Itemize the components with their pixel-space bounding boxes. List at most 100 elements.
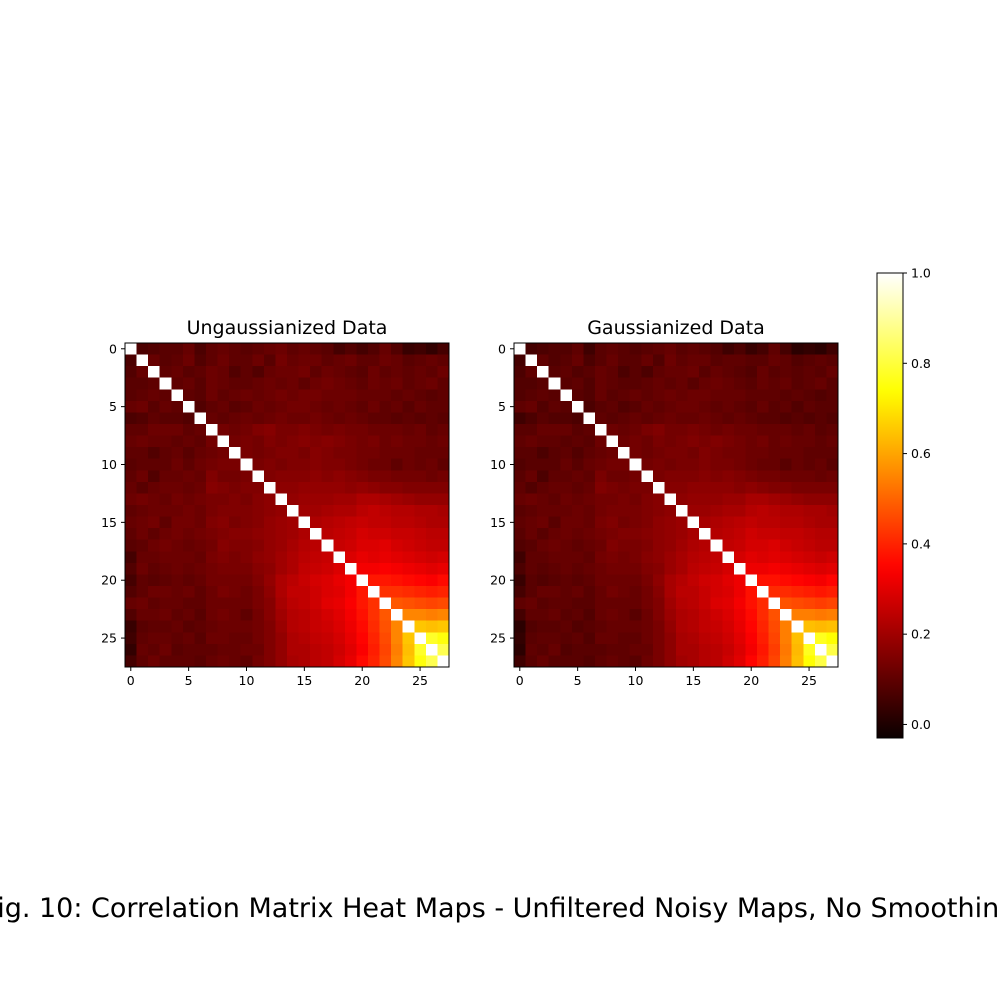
- heatmap-cell: [333, 481, 346, 494]
- heatmap-cell: [629, 400, 642, 413]
- heatmap-cell: [676, 586, 688, 598]
- heatmap-cell: [206, 366, 218, 379]
- heatmap-cell: [687, 343, 700, 355]
- heatmap-cell: [814, 366, 827, 379]
- heatmap-cell: [368, 435, 380, 448]
- heatmap-cell: [182, 377, 195, 390]
- heatmap-cell: [159, 354, 172, 367]
- heatmap-cell: [629, 539, 642, 552]
- heatmap-cell: [425, 597, 438, 610]
- heatmap-cell: [537, 447, 550, 460]
- heatmap-cell: [710, 539, 723, 552]
- heatmap-cell: [548, 470, 561, 483]
- heatmap-cell: [699, 435, 712, 448]
- heatmap-cell: [159, 597, 172, 610]
- heatmap-cell: [391, 400, 404, 413]
- heatmap-cell: [194, 389, 207, 402]
- heatmap-cell: [229, 366, 242, 379]
- heatmap-cell: [560, 343, 573, 355]
- heatmap-cell: [391, 435, 404, 448]
- heatmap-cell: [606, 424, 619, 436]
- heatmap-cell: [171, 389, 184, 402]
- heatmap-cell: [525, 528, 538, 541]
- heatmap-cell: [368, 447, 380, 460]
- heatmap-cell: [425, 551, 438, 564]
- heatmap-cell: [687, 435, 700, 448]
- heatmap-cell: [652, 458, 665, 471]
- heatmap-cell: [333, 655, 346, 668]
- heatmap-cell: [159, 655, 172, 668]
- heatmap-cell: [595, 400, 607, 413]
- heatmap-cell: [687, 643, 700, 656]
- heatmap-cell: [641, 400, 654, 413]
- heatmap-cell: [263, 655, 276, 668]
- heatmap-cell: [206, 609, 218, 622]
- heatmap-cell: [437, 586, 450, 598]
- heatmap-cell: [321, 609, 334, 622]
- heatmap-cell: [425, 412, 438, 425]
- heatmap-cell: [298, 389, 311, 402]
- heatmap-cell: [571, 343, 584, 355]
- heatmap-cell: [618, 343, 631, 355]
- x-tick-label: 15: [685, 673, 701, 688]
- heatmap-cell: [537, 366, 550, 379]
- heatmap-cell: [548, 343, 561, 355]
- heatmap-cell: [768, 493, 781, 506]
- heatmap-cell: [333, 620, 346, 633]
- heatmap-cell: [629, 574, 642, 587]
- heatmap-cell: [548, 447, 561, 460]
- heatmap-cell: [171, 447, 184, 460]
- heatmap-cell: [548, 424, 561, 436]
- heatmap-cell: [252, 562, 265, 575]
- heatmap-cell: [414, 597, 427, 610]
- heatmap-cell: [125, 539, 137, 552]
- heatmap-cell: [368, 458, 380, 471]
- heatmap-cell: [287, 620, 299, 633]
- heatmap-cell: [391, 458, 404, 471]
- heatmap-cell: [768, 562, 781, 575]
- heatmap-cell: [641, 609, 654, 622]
- heatmap-cell: [537, 632, 550, 645]
- heatmap-cell: [571, 412, 584, 425]
- heatmap-cell: [310, 528, 323, 541]
- heatmap-cell: [182, 458, 195, 471]
- heatmap-cell: [814, 551, 827, 564]
- heatmap-cell: [368, 470, 380, 483]
- heatmap-cell: [733, 574, 746, 587]
- heatmap-cell: [733, 424, 746, 436]
- heatmap-cell: [414, 389, 427, 402]
- heatmap-cell: [125, 435, 137, 448]
- heatmap-cell: [379, 400, 392, 413]
- heatmap-cell: [344, 389, 357, 402]
- heatmap-cell: [402, 539, 415, 552]
- heatmap-cell: [803, 643, 816, 656]
- heatmap-cell: [182, 620, 195, 633]
- heatmap-cell: [803, 481, 816, 494]
- heatmap-cell: [379, 632, 392, 645]
- heatmap-cell: [606, 539, 619, 552]
- heatmap-cells: [514, 343, 839, 668]
- heatmap-cell: [537, 597, 550, 610]
- heatmap-cell: [263, 412, 276, 425]
- heatmap-cell: [125, 481, 137, 494]
- heatmap-cell: [699, 609, 712, 622]
- heatmap-cell: [391, 354, 404, 367]
- heatmap-cell: [687, 516, 700, 529]
- heatmap-cell: [757, 516, 769, 529]
- heatmap-cell: [414, 424, 427, 436]
- heatmap-cell: [136, 435, 149, 448]
- heatmap-cell: [652, 412, 665, 425]
- heatmap-cell: [548, 354, 561, 367]
- heatmap-cell: [641, 539, 654, 552]
- heatmap-cell: [356, 632, 369, 645]
- heatmap-cell: [814, 493, 827, 506]
- heatmap-cell: [826, 458, 839, 471]
- heatmap-cell: [206, 343, 218, 355]
- heatmap-cell: [379, 377, 392, 390]
- heatmap-cell: [217, 481, 230, 494]
- heatmap-cell: [664, 435, 677, 448]
- heatmap-cell: [391, 655, 404, 668]
- heatmap-cell: [333, 389, 346, 402]
- heatmap-cell: [780, 609, 793, 622]
- heatmap-cell: [525, 435, 538, 448]
